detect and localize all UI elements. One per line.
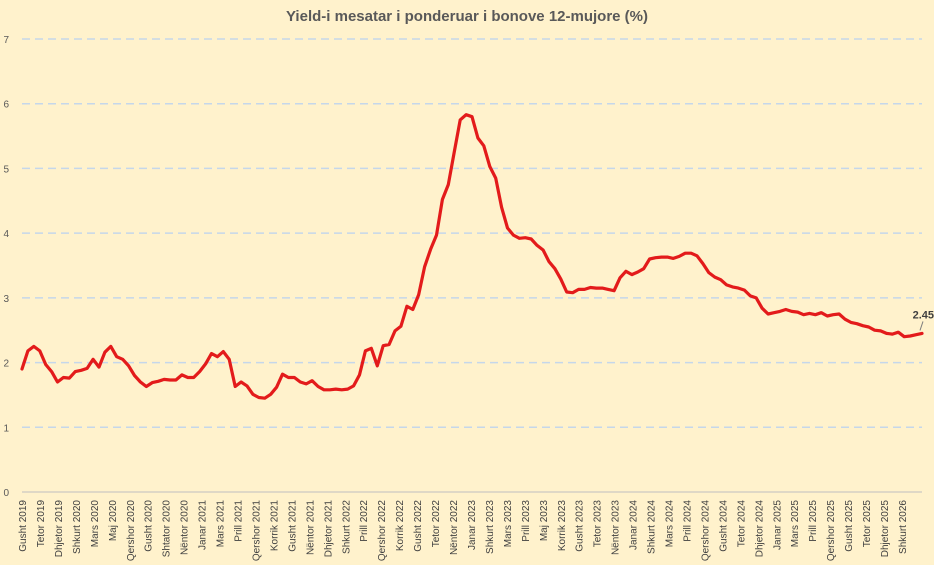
y-tick-label: 4 bbox=[3, 229, 9, 240]
x-tick-label: Gusht 2022 bbox=[413, 500, 424, 552]
x-tick-label: Maj 2023 bbox=[539, 500, 550, 542]
x-tick-label: Dhjetor 2025 bbox=[880, 500, 891, 558]
x-tick-label: Mars 2023 bbox=[503, 500, 514, 548]
x-tick-label: Gusht 2020 bbox=[144, 500, 155, 552]
x-tick-label: Shkurt 2020 bbox=[72, 500, 83, 554]
y-tick-label: 7 bbox=[3, 35, 9, 46]
x-tick-label: Janar 2025 bbox=[772, 500, 783, 550]
x-tick-label: Nëntor 2022 bbox=[449, 500, 460, 555]
x-tick-label: Gusht 2021 bbox=[287, 500, 298, 552]
x-tick-label: Tetor 2023 bbox=[593, 500, 604, 548]
y-tick-label: 3 bbox=[3, 294, 9, 305]
x-tick-label: Dhjetor 2024 bbox=[754, 500, 765, 558]
x-tick-label: Maj 2020 bbox=[108, 500, 119, 542]
y-axis: 0 1 2 3 4 5 6 7 bbox=[3, 35, 9, 499]
x-tick-label: Shkurt 2026 bbox=[898, 500, 909, 554]
x-tick-label: Qershor 2021 bbox=[251, 500, 262, 562]
x-tick-label: Prill 2023 bbox=[521, 500, 532, 542]
x-tick-label: Prill 2022 bbox=[359, 500, 370, 542]
x-tick-label: Nëntor 2020 bbox=[180, 500, 191, 555]
x-tick-label: Dhjetor 2021 bbox=[323, 500, 334, 558]
x-tick-label: Janar 2021 bbox=[198, 500, 209, 550]
x-tick-label: Qershor 2024 bbox=[700, 500, 711, 562]
data-labels: 2.45 bbox=[913, 309, 934, 331]
x-tick-label: Qershor 2025 bbox=[826, 500, 837, 562]
x-tick-label: Qershor 2022 bbox=[377, 500, 388, 562]
x-tick-label: Nëntor 2021 bbox=[305, 500, 316, 555]
x-tick-label: Tetor 2024 bbox=[736, 500, 747, 548]
y-tick-label: 6 bbox=[3, 100, 9, 111]
data-label-leader bbox=[919, 321, 924, 331]
x-tick-label: Qershor 2020 bbox=[126, 500, 137, 562]
x-tick-label: Shkurt 2022 bbox=[341, 500, 352, 554]
x-tick-label: Gusht 2023 bbox=[575, 500, 586, 552]
x-tick-label: Gusht 2024 bbox=[718, 500, 729, 552]
x-tick-label: Prill 2025 bbox=[808, 500, 819, 542]
x-tick-label: Shkurt 2023 bbox=[485, 500, 496, 554]
x-tick-label: Nëntor 2023 bbox=[611, 500, 622, 555]
gridlines bbox=[22, 38, 922, 493]
chart-title: Yield-i mesatar i ponderuar i bonove 12-… bbox=[286, 8, 648, 25]
x-tick-label: Korrik 2023 bbox=[557, 500, 568, 552]
series-layer bbox=[20, 113, 924, 400]
x-tick-label: Tetor 2025 bbox=[862, 500, 873, 548]
x-tick-label: Dhjetor 2019 bbox=[54, 500, 65, 558]
y-tick-label: 5 bbox=[3, 164, 9, 175]
x-tick-label: Janar 2024 bbox=[629, 500, 640, 550]
x-tick-label: Tetor 2019 bbox=[36, 500, 47, 548]
x-tick-label: Korrik 2021 bbox=[269, 500, 280, 552]
x-tick-label: Shkurt 2024 bbox=[647, 500, 658, 554]
data-label-0: 2.45 bbox=[913, 309, 934, 321]
x-tick-label: Prill 2021 bbox=[234, 500, 245, 542]
x-tick-label: Tetor 2022 bbox=[431, 500, 442, 548]
x-axis: Gusht 2019 Tetor 2019 Dhjetor 2019 Shkurt 2… bbox=[18, 500, 909, 562]
x-tick-label: Mars 2020 bbox=[90, 500, 101, 548]
x-tick-label: Janar 2023 bbox=[467, 500, 478, 550]
x-tick-label: Gusht 2025 bbox=[844, 500, 855, 552]
y-tick-label: 0 bbox=[3, 488, 9, 499]
x-tick-label: Shtator 2020 bbox=[162, 500, 173, 558]
x-tick-label: Mars 2024 bbox=[665, 500, 676, 548]
y-tick-label: 1 bbox=[3, 423, 9, 434]
x-tick-label: Gusht 2019 bbox=[18, 500, 29, 552]
series-line-0 bbox=[20, 113, 924, 400]
y-tick-label: 2 bbox=[3, 359, 9, 370]
x-tick-label: Korrik 2022 bbox=[395, 500, 406, 552]
x-tick-label: Prill 2024 bbox=[682, 500, 693, 542]
x-tick-label: Mars 2021 bbox=[216, 500, 227, 548]
x-tick-label: Mars 2025 bbox=[790, 500, 801, 548]
